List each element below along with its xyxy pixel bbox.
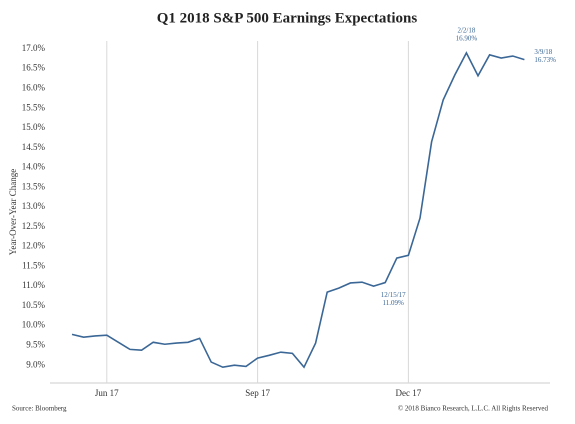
- y-axis-label: Year-Over-Year Change: [8, 169, 18, 256]
- y-tick-label: 10.5%: [22, 300, 46, 310]
- line: [71, 51, 525, 369]
- y-tick-label: 12.0%: [22, 241, 46, 251]
- source: Source: Bloomberg: [12, 405, 67, 413]
- y-tick-label: 9.5%: [26, 340, 45, 350]
- chart-title: Q1 2018 S&P 500 Earnings Expectations: [157, 10, 418, 26]
- y-tick-label: 16.0%: [22, 83, 46, 93]
- y-tick-label: 10.0%: [22, 320, 46, 330]
- y-tick-label: 11.5%: [22, 260, 45, 270]
- y-tick-label: 16.5%: [22, 63, 46, 73]
- x-tick-label: Jun 17: [95, 388, 119, 398]
- y-tick-label: 13.5%: [22, 181, 46, 191]
- y-tick-label: 15.0%: [22, 122, 46, 132]
- copyright: © 2018 Bianco Research, L.L.C. All Right…: [398, 405, 549, 413]
- y-tick-label: 14.5%: [22, 142, 46, 152]
- x-tick-label: Dec 17: [396, 388, 422, 398]
- annotation-date: 12/15/17: [381, 291, 406, 299]
- y-tick-label: 13.0%: [22, 201, 46, 211]
- y-tick-label: 11.0%: [22, 280, 45, 290]
- y-tick-label: 14.0%: [22, 162, 46, 172]
- annotation-date: 3/9/18: [534, 48, 552, 56]
- annotation-value: 11.09%: [383, 299, 404, 307]
- y-tick-label: 9.0%: [26, 359, 45, 369]
- annotation-value: 16.90%: [456, 34, 478, 42]
- y-tick-label: 15.5%: [22, 102, 46, 112]
- annotation-date: 2/2/18: [457, 26, 475, 34]
- y-tick-label: 17.0%: [22, 43, 46, 53]
- annotation-value: 16.73%: [534, 56, 556, 64]
- y-tick-label: 12.5%: [22, 221, 46, 231]
- x-tick-label: Sep 17: [245, 388, 270, 398]
